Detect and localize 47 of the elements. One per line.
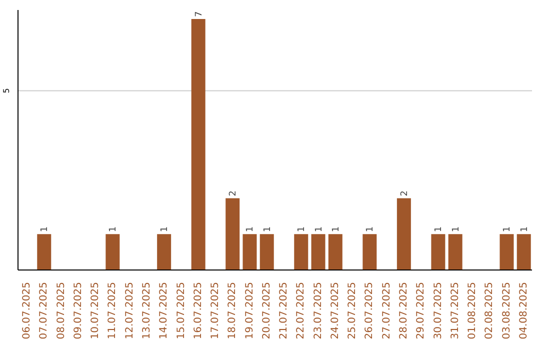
data-label: 1 <box>160 226 170 232</box>
data-label: 7 <box>194 11 204 17</box>
x-tick-label: 06.07.2025 <box>22 282 33 340</box>
data-label: 1 <box>502 226 513 232</box>
data-label: 1 <box>297 226 308 232</box>
data-label: 1 <box>314 226 324 232</box>
x-tick-label: 20.07.2025 <box>261 282 272 340</box>
x-tick-label: 03.08.2025 <box>501 282 512 340</box>
x-tick-label: 23.07.2025 <box>312 282 324 340</box>
x-tick-label: 21.07.2025 <box>278 282 290 340</box>
data-label: 1 <box>40 226 50 232</box>
x-tick-label: 16.07.2025 <box>192 282 204 340</box>
y-tick-label: 5 <box>2 88 11 94</box>
x-tick-label: 17.07.2025 <box>210 282 222 340</box>
x-tick-label: 24.07.2025 <box>330 282 341 340</box>
data-label: 1 <box>366 226 376 232</box>
x-tick-label: 27.07.2025 <box>381 282 392 340</box>
data-label: 1 <box>520 226 530 232</box>
x-tick-label: 01.08.2025 <box>467 282 478 340</box>
x-tick-label: 02.08.2025 <box>484 282 496 340</box>
x-tick-label: 11.07.2025 <box>107 282 118 340</box>
data-label: 1 <box>331 226 342 232</box>
x-tick-label: 28.07.2025 <box>398 282 410 340</box>
data-label: 1 <box>246 226 256 232</box>
x-tick-label: 31.07.2025 <box>450 282 461 340</box>
data-label: 1 <box>451 226 462 232</box>
x-tick-label: 08.07.2025 <box>56 282 67 340</box>
data-label: 2 <box>400 190 410 196</box>
x-tick-label: 18.07.2025 <box>227 282 238 340</box>
x-tick-label: 29.07.2025 <box>416 282 427 340</box>
x-tick-label: 14.07.2025 <box>158 282 170 340</box>
x-tick-label: 13.07.2025 <box>142 282 152 340</box>
x-tick-label: 25.07.2025 <box>347 282 358 340</box>
x-tick-label: 10.07.2025 <box>90 282 102 340</box>
data-label: 1 <box>262 226 273 232</box>
x-tick-label: 30.07.2025 <box>432 282 444 340</box>
x-tick-label: 07.07.2025 <box>38 282 50 340</box>
data-label: 1 <box>108 226 119 232</box>
x-tick-label: 12.07.2025 <box>124 282 136 340</box>
data-label: 2 <box>228 190 239 196</box>
x-tick-label: 15.07.2025 <box>176 282 187 340</box>
x-tick-label: 19.07.2025 <box>244 282 256 340</box>
x-tick-label: 22.07.2025 <box>296 282 307 340</box>
data-label: 1 <box>434 226 444 232</box>
x-tick-label: 04.08.2025 <box>518 282 530 340</box>
x-tick-label: 09.07.2025 <box>72 282 84 340</box>
x-tick-label: 26.07.2025 <box>364 282 376 340</box>
